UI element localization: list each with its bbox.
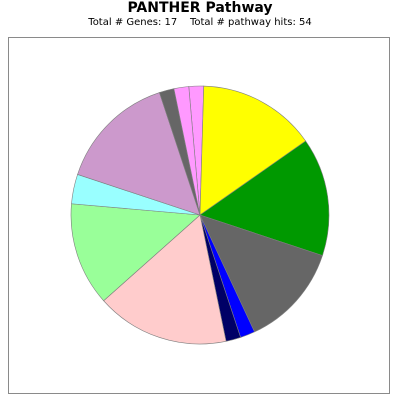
- pie-chart: [0, 0, 400, 400]
